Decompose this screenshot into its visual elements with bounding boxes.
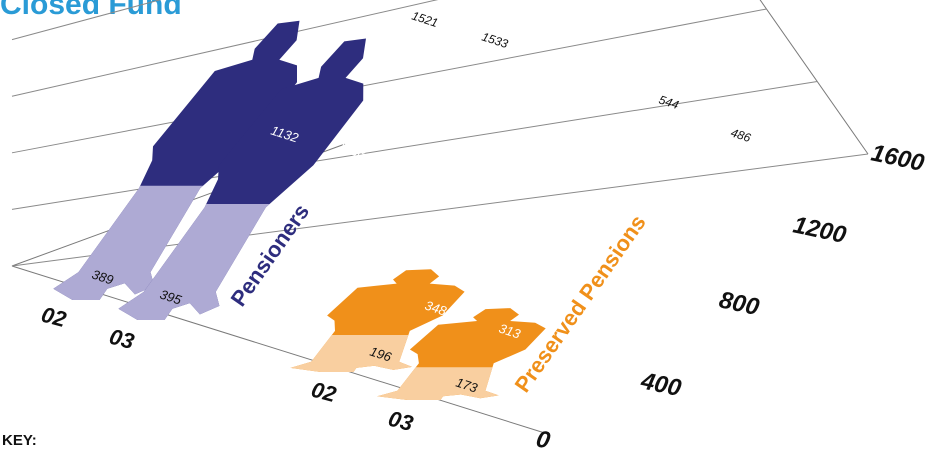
gridline-1600	[11, 0, 162, 41]
x-tick-0-03: 03	[107, 324, 137, 354]
key-label: KEY:	[2, 432, 37, 449]
page-title: Closed Fund	[0, 0, 182, 21]
series-label-preserved: Preserved Pensions	[510, 210, 651, 397]
total-label-0-0: 1521	[410, 9, 440, 31]
figure-lower-0-03	[118, 203, 270, 320]
y-tick-800: 800	[717, 286, 762, 321]
lower-label-1-0: 196	[368, 344, 394, 365]
lower-label-0-1: 395	[158, 287, 184, 308]
lower-label-0-0: 389	[90, 267, 115, 288]
upper-label-0-1: 1138	[336, 139, 368, 162]
upper-label-1-0: 348	[423, 298, 449, 319]
x-tick-1-02: 02	[309, 377, 340, 408]
figure-lower-1-03	[377, 367, 499, 400]
x-tick-1-03: 03	[386, 406, 416, 436]
lower-label-1-1: 173	[454, 375, 480, 396]
gridline-800	[11, 8, 767, 154]
upper-label-1-1: 313	[497, 321, 523, 342]
gridline-400	[11, 81, 818, 210]
y-tick-400: 400	[638, 367, 684, 402]
y-tick-1600: 1600	[869, 139, 927, 177]
y-tick-0: 0	[534, 425, 553, 454]
chart-figures	[53, 20, 546, 400]
figure-lower-1-02	[290, 334, 413, 372]
figure-lower-0-02	[53, 185, 204, 300]
y-tick-1200: 1200	[791, 211, 849, 249]
x-tick-0-02: 02	[39, 302, 70, 333]
total-label-1-0: 544	[657, 93, 681, 113]
gridline-1200	[11, 0, 439, 97]
total-label-0-1: 1533	[480, 30, 510, 52]
wall-edge-right	[759, 0, 869, 155]
total-label-1-1: 486	[729, 126, 753, 146]
